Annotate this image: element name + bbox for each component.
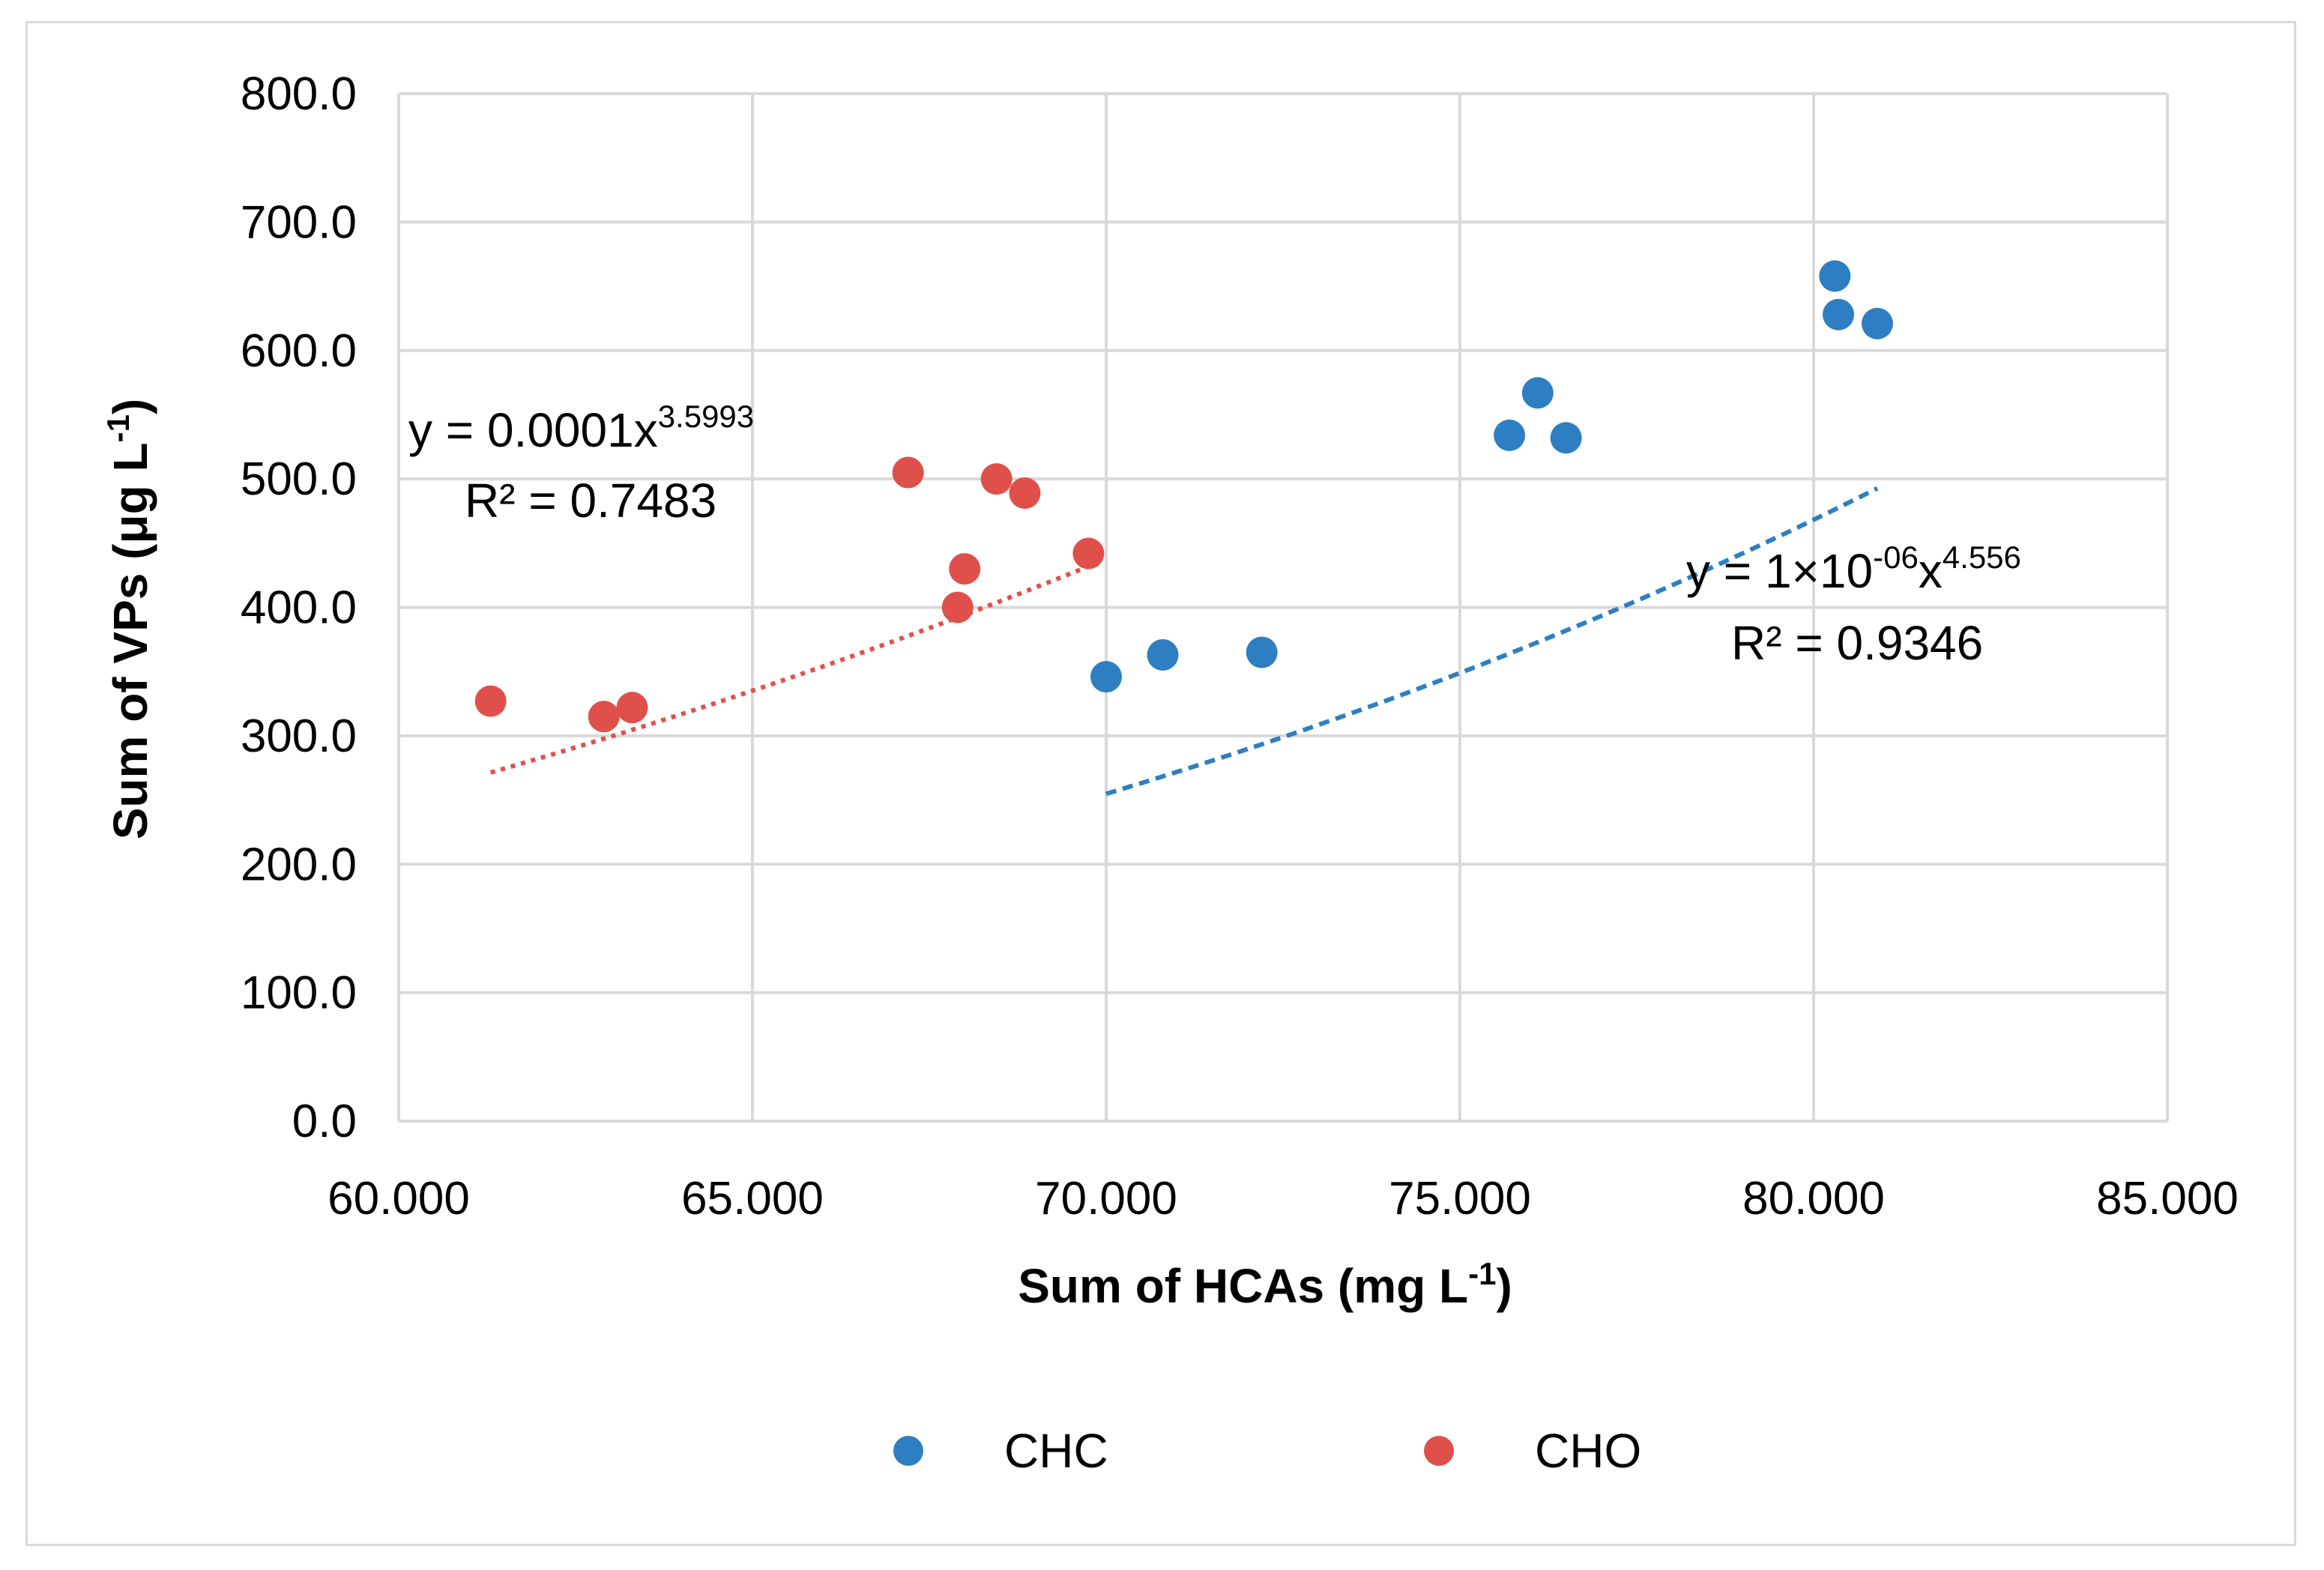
cho-point <box>1072 537 1105 570</box>
cho-point <box>892 456 924 489</box>
cho-point <box>1009 477 1041 509</box>
y-tick-label: 100.0 <box>241 967 357 1019</box>
x-tick-label: 75.000 <box>1389 1173 1531 1225</box>
y-tick-labels: 0.0 100.0 200.0 300.0 400.0 500.0 600.0 700.0 80… <box>241 68 357 1147</box>
cho-trendline <box>489 564 1090 775</box>
chc-point <box>1521 377 1554 409</box>
cho-equation: y = 0.0001x3.5993 <box>408 399 754 457</box>
legend-cho-marker <box>1424 1436 1454 1466</box>
cho-point <box>588 701 620 733</box>
cho-point <box>980 463 1012 495</box>
trendlines <box>489 486 1879 797</box>
chc-point <box>1550 422 1582 454</box>
x-axis-title: Sum of HCAs (mg L-1) <box>1018 1256 1512 1313</box>
cho-point <box>616 692 648 724</box>
chc-point <box>1819 260 1851 292</box>
chc-point <box>1246 636 1278 668</box>
cho-r2: R² = 0.7483 <box>465 474 716 528</box>
y-tick-label: 400.0 <box>241 582 357 634</box>
chc-trendline-equation: y = 1×10-06x4.556 R² = 0.9346 <box>1686 540 2021 670</box>
grid-lines <box>397 92 2169 1123</box>
chc-r2: R² = 0.9346 <box>1731 616 1983 670</box>
legend-chc-label: CHC <box>1004 1424 1108 1478</box>
y-axis-title: Sum of VPs (μg L-1) <box>100 399 157 840</box>
chc-point <box>1147 638 1179 671</box>
x-tick-label: 70.000 <box>1035 1173 1177 1225</box>
x-tick-label: 85.000 <box>2096 1173 2239 1225</box>
x-tick-label: 60.000 <box>328 1173 470 1225</box>
legend: CHC CHO <box>893 1424 1641 1478</box>
cho-point <box>941 591 974 624</box>
y-tick-label: 300.0 <box>241 710 357 762</box>
chc-point <box>1823 298 1855 330</box>
x-tick-label: 65.000 <box>681 1173 824 1225</box>
chc-equation: y = 1×10-06x4.556 <box>1686 540 2021 598</box>
y-tick-label: 800.0 <box>241 68 357 120</box>
x-tick-label: 80.000 <box>1742 1173 1885 1225</box>
data-points <box>474 260 1893 733</box>
y-tick-label: 0.0 <box>292 1096 357 1147</box>
cho-trendline-equation: y = 0.0001x3.5993 R² = 0.7483 <box>408 399 754 528</box>
y-tick-label: 700.0 <box>241 196 357 248</box>
legend-cho-label: CHO <box>1535 1424 1641 1478</box>
chc-point <box>1494 419 1526 451</box>
x-tick-labels: 60.000 65.000 70.000 75.000 80.000 85.000 <box>328 1173 2239 1225</box>
cho-point <box>949 553 981 585</box>
chc-point <box>1861 307 1893 339</box>
legend-chc-marker <box>893 1436 923 1466</box>
cho-point <box>474 685 507 717</box>
y-tick-label: 500.0 <box>241 453 357 505</box>
chc-point <box>1090 661 1122 693</box>
y-tick-label: 200.0 <box>241 839 357 890</box>
chart-frame <box>25 21 2296 1546</box>
y-tick-label: 600.0 <box>241 325 357 377</box>
